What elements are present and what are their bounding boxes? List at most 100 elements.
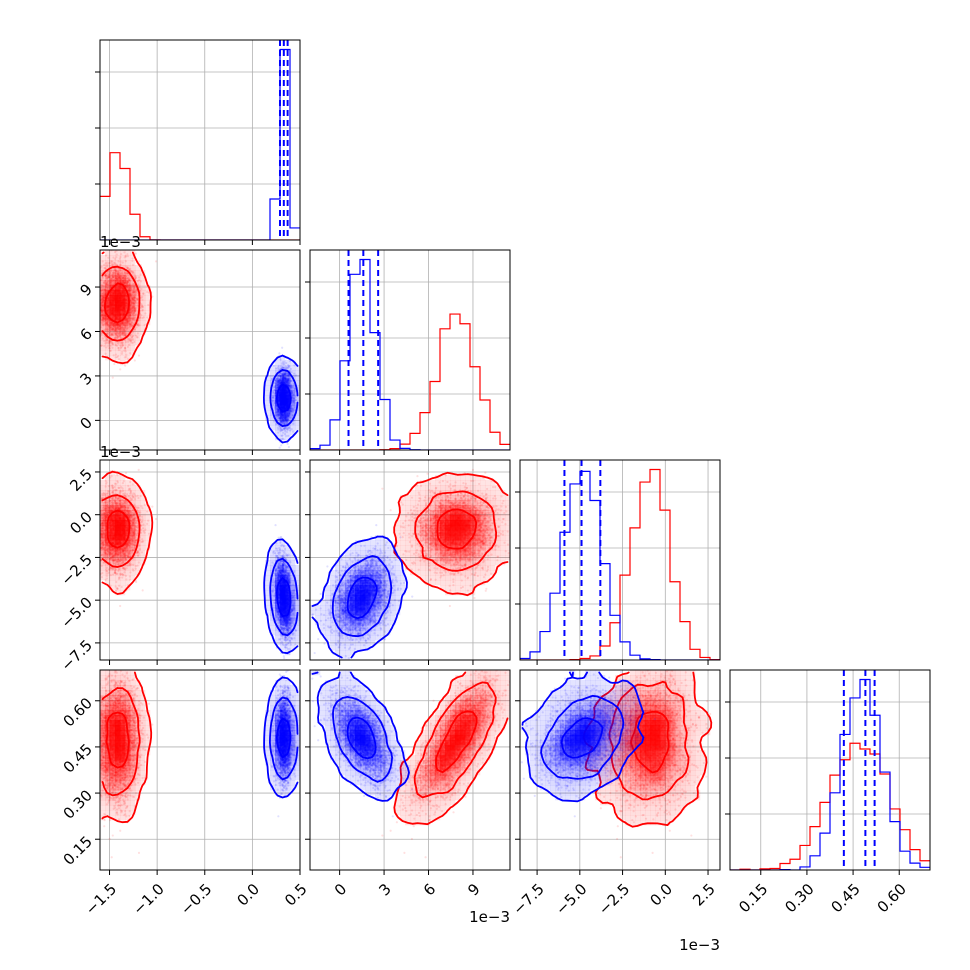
- sample-point: [280, 414, 283, 418]
- sample-point: [111, 328, 114, 331]
- sample-point: [103, 266, 106, 270]
- sample-point: [92, 283, 94, 285]
- sample-point: [123, 333, 126, 337]
- density-cell: [135, 275, 141, 281]
- sample-point: [293, 387, 296, 390]
- sample-point: [98, 300, 100, 302]
- sample-point: [125, 283, 129, 286]
- sample-point: [129, 267, 132, 271]
- sample-point: [133, 328, 136, 331]
- sample-point: [133, 359, 136, 362]
- sample-point: [132, 299, 136, 302]
- sample-point: [136, 304, 139, 307]
- sample-point: [125, 324, 128, 327]
- density-cell: [145, 285, 151, 291]
- density-cell: [110, 305, 116, 311]
- sample-point: [106, 271, 109, 274]
- density-cell: [120, 320, 126, 326]
- sample-point: [132, 309, 135, 312]
- sample-point: [290, 414, 294, 418]
- sample-point: [130, 307, 133, 310]
- sample-point: [111, 333, 114, 336]
- density-cell: [135, 305, 141, 311]
- sample-point: [112, 261, 116, 264]
- sample-point: [131, 312, 134, 315]
- sample-point: [125, 281, 129, 284]
- sample-point: [121, 332, 124, 335]
- sample-point: [122, 275, 126, 278]
- sample-point: [285, 435, 288, 438]
- sample-point: [111, 333, 114, 337]
- density-cell: [120, 335, 126, 341]
- sample-point: [100, 333, 103, 336]
- sample-point: [97, 308, 99, 310]
- sample-point: [106, 283, 109, 286]
- sample-point: [118, 277, 121, 280]
- sample-point: [120, 345, 123, 348]
- sample-point: [96, 305, 98, 307]
- sample-point: [107, 275, 110, 278]
- sample-point: [133, 298, 136, 301]
- density-cell: [115, 290, 121, 296]
- sample-point: [101, 323, 105, 326]
- density-cell: [135, 325, 141, 331]
- sample-point: [126, 280, 129, 283]
- sample-point: [104, 285, 107, 289]
- sample-point: [120, 275, 123, 279]
- density-cell: [110, 260, 116, 266]
- sample-point: [126, 255, 129, 258]
- sample-point: [115, 334, 119, 337]
- density-cell: [125, 300, 131, 306]
- sample-point: [111, 263, 114, 266]
- sample-point: [134, 316, 138, 319]
- sample-point: [110, 326, 113, 329]
- sample-point: [119, 330, 122, 333]
- sample-point: [135, 334, 138, 337]
- sample-point: [103, 322, 106, 326]
- sample-point: [121, 271, 124, 274]
- sample-point: [287, 414, 290, 418]
- sample-point: [111, 376, 114, 379]
- sample-point: [130, 285, 133, 288]
- sample-point: [120, 274, 123, 277]
- density-cell: [120, 310, 126, 316]
- contour-red-2: [101, 251, 152, 365]
- sample-point: [100, 289, 103, 292]
- sample-point: [121, 333, 124, 336]
- sample-point: [135, 288, 138, 291]
- sample-point: [101, 285, 104, 288]
- sample-point: [107, 273, 111, 277]
- sample-point: [124, 272, 128, 276]
- sample-point: [117, 275, 120, 278]
- sample-point: [285, 380, 288, 383]
- sample-point: [112, 272, 115, 275]
- density-cell: [125, 325, 131, 331]
- sample-point: [100, 292, 103, 295]
- sample-point: [132, 317, 135, 320]
- sample-point: [124, 347, 127, 350]
- sample-point: [134, 276, 138, 280]
- density-cell: [105, 260, 111, 266]
- sample-point: [128, 338, 131, 341]
- sample-point: [108, 261, 111, 264]
- density-cell: [105, 350, 111, 356]
- sample-point: [107, 330, 110, 334]
- sample-point: [292, 393, 295, 396]
- density-cell: [115, 250, 121, 256]
- sample-point: [113, 332, 116, 335]
- sample-point: [127, 320, 130, 323]
- sample-point: [130, 303, 133, 306]
- panel-frame-0-0: [99, 39, 301, 241]
- sample-point: [286, 417, 289, 421]
- sample-point: [130, 333, 133, 336]
- sample-point: [125, 265, 128, 268]
- sample-point: [290, 384, 293, 388]
- sample-point: [126, 272, 129, 275]
- density-cell: [110, 350, 116, 356]
- sample-point: [127, 277, 130, 280]
- sample-point: [130, 317, 133, 321]
- sample-point: [138, 260, 141, 263]
- sample-point: [103, 345, 106, 348]
- sample-point: [114, 268, 117, 271]
- density-cell: [115, 355, 121, 361]
